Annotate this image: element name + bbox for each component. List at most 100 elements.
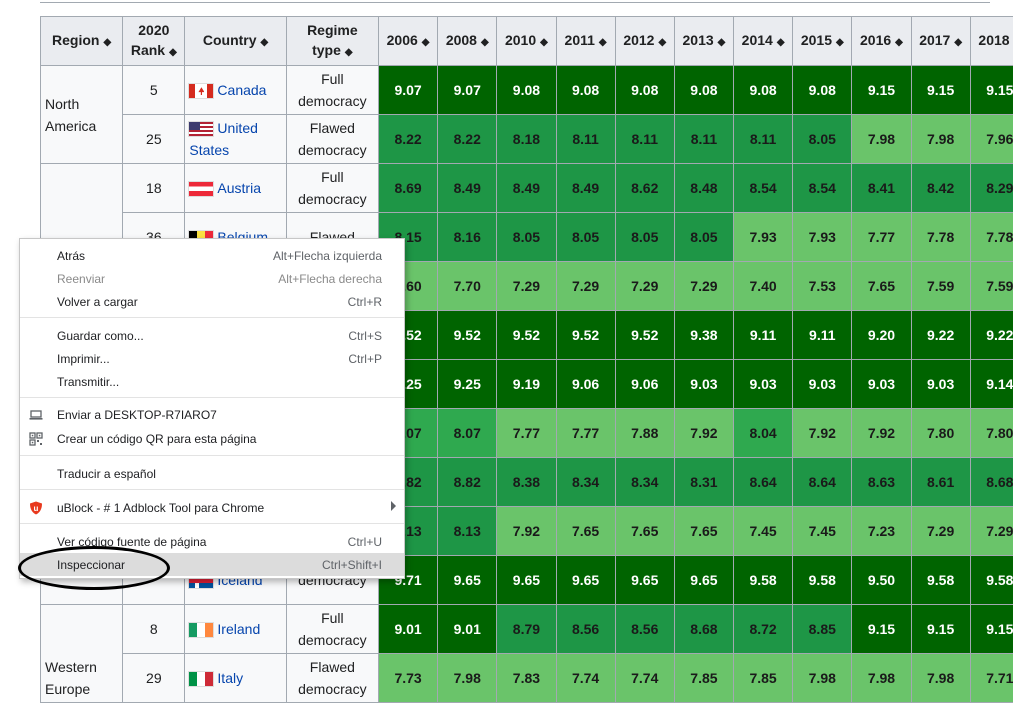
menu-item-qr-code[interactable]: Crear un código QR para esta página bbox=[20, 427, 404, 450]
index-value: 8.63 bbox=[851, 457, 912, 507]
index-value: 9.15 bbox=[851, 65, 912, 115]
country-cell: Canada bbox=[184, 65, 287, 115]
index-value: 9.11 bbox=[733, 310, 794, 360]
index-value: 9.08 bbox=[792, 65, 853, 115]
index-value: 8.13 bbox=[437, 506, 498, 556]
menu-item-ublock[interactable]: u uBlock - # 1 Adblock Tool para Chrome bbox=[20, 496, 404, 519]
index-value: 8.79 bbox=[496, 604, 557, 654]
sort-header-2010[interactable]: 2010 ◆ bbox=[496, 16, 557, 66]
laptop-icon bbox=[29, 410, 43, 420]
index-value: 9.65 bbox=[673, 555, 735, 605]
index-value: 8.05 bbox=[496, 212, 557, 262]
index-value: 7.45 bbox=[792, 506, 853, 556]
menu-item-forward[interactable]: Reenviar Alt+Flecha derecha bbox=[57, 271, 382, 286]
country-link-ireland[interactable]: Ireland bbox=[217, 621, 261, 637]
region-cell: Western Europe bbox=[39, 604, 124, 703]
country-link-canada[interactable]: Canada bbox=[217, 82, 267, 98]
top-border bbox=[40, 0, 990, 3]
menu-item-save-as[interactable]: Guardar como... Ctrl+S bbox=[57, 328, 382, 343]
index-value: 8.64 bbox=[733, 457, 794, 507]
menu-item-reload[interactable]: Volver a cargar Ctrl+R bbox=[57, 294, 382, 309]
index-value: 7.92 bbox=[792, 408, 853, 458]
index-value: 9.52 bbox=[437, 310, 498, 360]
menu-item-send-to-device[interactable]: Enviar a DESKTOP-R7IARO7 bbox=[20, 403, 404, 426]
sort-header-2015[interactable]: 2015 ◆ bbox=[792, 16, 853, 66]
index-value: 7.83 bbox=[496, 653, 557, 703]
country-link-austria[interactable]: Austria bbox=[217, 180, 261, 196]
index-value: 8.05 bbox=[614, 212, 675, 262]
index-value: 7.23 bbox=[851, 506, 912, 556]
index-value: 8.68 bbox=[969, 457, 1013, 507]
index-value: 8.62 bbox=[614, 163, 675, 213]
sort-header-rank[interactable]: 2020 Rank ◆ bbox=[122, 16, 186, 66]
index-value: 7.78 bbox=[969, 212, 1013, 262]
sort-header-2016[interactable]: 2016 ◆ bbox=[851, 16, 912, 66]
index-value: 7.77 bbox=[496, 408, 557, 458]
index-value: 8.22 bbox=[377, 114, 439, 164]
sort-header-2008[interactable]: 2008 ◆ bbox=[437, 16, 498, 66]
index-value: 7.53 bbox=[792, 261, 853, 311]
index-value: 7.29 bbox=[673, 261, 735, 311]
index-value: 9.19 bbox=[496, 359, 557, 409]
sort-header-2013[interactable]: 2013 ◆ bbox=[673, 16, 735, 66]
index-value: 9.50 bbox=[851, 555, 912, 605]
sort-header-2017[interactable]: 2017 ◆ bbox=[910, 16, 971, 66]
ireland-flag-icon bbox=[189, 623, 214, 638]
index-value: 8.11 bbox=[614, 114, 675, 164]
table-row: North America 5 Canada Full democracy 9.… bbox=[39, 65, 1013, 164]
index-value: 8.68 bbox=[673, 604, 735, 654]
index-value: 7.88 bbox=[614, 408, 675, 458]
index-value: 8.42 bbox=[910, 163, 971, 213]
index-value: 7.85 bbox=[673, 653, 735, 703]
index-value: 8.54 bbox=[792, 163, 853, 213]
regime-cell: Full democracy bbox=[285, 604, 379, 654]
index-value: 7.78 bbox=[910, 212, 971, 262]
country-link-italy[interactable]: Italy bbox=[217, 670, 244, 686]
regime-cell: Flawed democracy bbox=[285, 653, 379, 703]
index-value: 8.05 bbox=[673, 212, 735, 262]
index-value: 9.65 bbox=[496, 555, 557, 605]
index-value: 7.80 bbox=[910, 408, 971, 458]
sort-header-2012[interactable]: 2012 ◆ bbox=[614, 16, 675, 66]
header-row: Region ◆ 2020 Rank ◆ Country ◆ Regime type ◆… bbox=[39, 16, 1013, 66]
index-value: 9.03 bbox=[910, 359, 971, 409]
index-value: 9.07 bbox=[377, 65, 439, 115]
index-value: 8.82 bbox=[437, 457, 498, 507]
ublock-icon: u bbox=[30, 501, 42, 515]
index-value: 9.25 bbox=[437, 359, 498, 409]
index-value: 7.29 bbox=[910, 506, 971, 556]
menu-item-cast[interactable]: Transmitir... bbox=[57, 374, 120, 389]
index-value: 8.72 bbox=[733, 604, 794, 654]
sort-header-2006[interactable]: 2006 ◆ bbox=[377, 16, 439, 66]
regime-cell: Full democracy bbox=[285, 163, 379, 213]
index-value: 7.98 bbox=[851, 114, 912, 164]
index-value: 9.58 bbox=[969, 555, 1013, 605]
index-value: 9.65 bbox=[437, 555, 498, 605]
index-value: 8.22 bbox=[437, 114, 498, 164]
sort-header-2018[interactable]: 2018◆ bbox=[969, 16, 1013, 66]
sort-header-2014[interactable]: 2014 ◆ bbox=[733, 16, 794, 66]
sort-header-2011[interactable]: 2011 ◆ bbox=[555, 16, 616, 66]
sort-header-country[interactable]: Country ◆ bbox=[184, 16, 287, 66]
sort-header-region[interactable]: Region ◆ bbox=[39, 16, 124, 66]
country-link-united-states[interactable]: United States bbox=[189, 120, 258, 158]
index-value: 9.15 bbox=[969, 65, 1013, 115]
us-flag-icon bbox=[189, 122, 214, 137]
index-value: 9.03 bbox=[673, 359, 735, 409]
index-value: 7.77 bbox=[851, 212, 912, 262]
index-value: 9.65 bbox=[614, 555, 675, 605]
svg-text:u: u bbox=[34, 504, 39, 513]
menu-item-print[interactable]: Imprimir... Ctrl+P bbox=[57, 351, 382, 366]
index-value: 9.20 bbox=[851, 310, 912, 360]
index-value: 9.01 bbox=[377, 604, 439, 654]
index-value: 9.22 bbox=[969, 310, 1013, 360]
index-value: 9.52 bbox=[555, 310, 616, 360]
index-value: 8.64 bbox=[792, 457, 853, 507]
index-value: 7.59 bbox=[910, 261, 971, 311]
index-value: 7.80 bbox=[969, 408, 1013, 458]
menu-item-back[interactable]: Atrás Alt+Flecha izquierda bbox=[57, 248, 382, 263]
menu-item-view-source[interactable]: Ver código fuente de página Ctrl+U bbox=[57, 534, 382, 549]
index-value: 8.34 bbox=[614, 457, 675, 507]
menu-item-translate[interactable]: Traducir a español bbox=[57, 466, 156, 481]
sort-header-regime[interactable]: Regime type ◆ bbox=[285, 16, 379, 66]
